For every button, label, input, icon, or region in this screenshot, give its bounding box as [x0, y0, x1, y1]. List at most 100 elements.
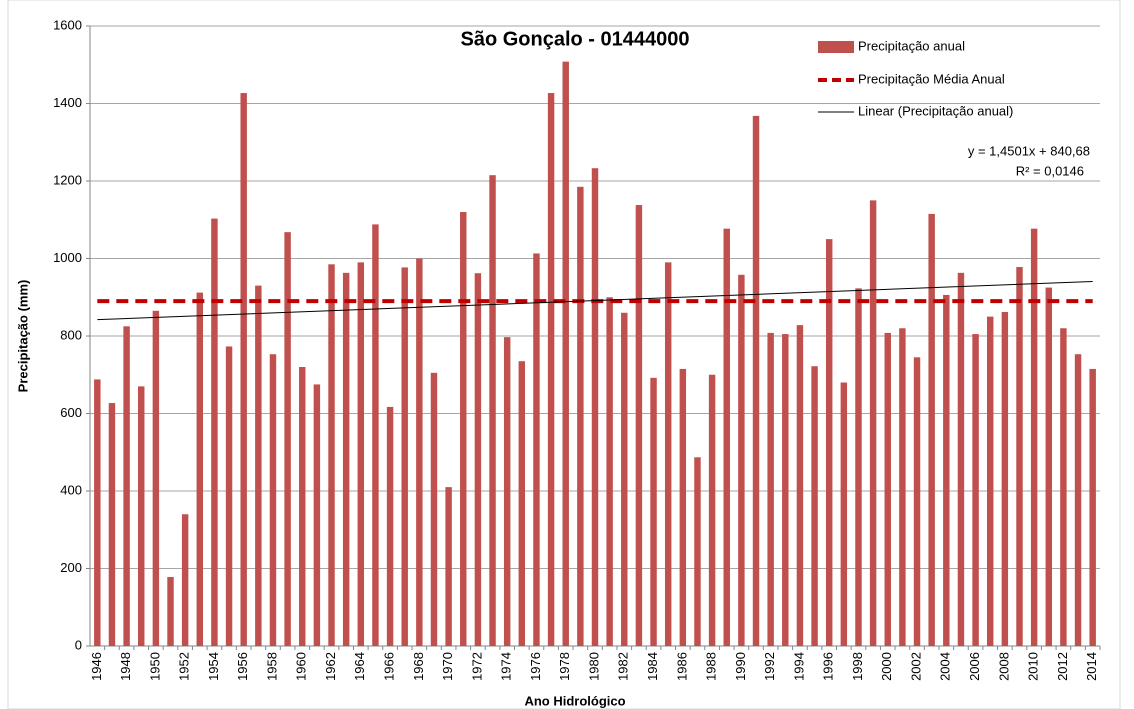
bar	[489, 175, 496, 646]
bar	[943, 294, 950, 646]
x-tick-label: 1954	[206, 652, 221, 681]
bar	[225, 346, 233, 646]
y-axis-label: Precipitação (mm)	[15, 280, 30, 393]
bar	[694, 457, 701, 646]
x-tick-label: 1972	[469, 652, 484, 681]
bar	[284, 232, 291, 646]
bar	[1016, 267, 1023, 646]
x-tick-label: 2004	[938, 652, 953, 681]
x-tick-label: 2014	[1084, 652, 1099, 681]
bar	[767, 332, 774, 646]
bar	[621, 312, 628, 646]
x-tick-label: 1948	[118, 652, 133, 681]
x-tick-label: 1962	[323, 652, 338, 681]
bar	[503, 337, 511, 646]
x-tick-label: 1952	[177, 652, 192, 681]
bar	[313, 384, 321, 646]
bar	[562, 61, 569, 646]
y-tick-label: 1600	[53, 17, 82, 32]
x-tick-label: 1992	[762, 652, 777, 681]
bar	[138, 386, 145, 646]
bar	[884, 332, 891, 646]
bar	[518, 361, 526, 646]
bar	[401, 267, 408, 646]
trend-r2: R² = 0,0146	[1016, 163, 1084, 178]
bar	[635, 205, 643, 646]
bar	[825, 239, 833, 646]
x-tick-label: 1970	[440, 652, 455, 681]
bar	[328, 264, 335, 646]
x-tick-label: 1986	[674, 652, 689, 681]
bar	[1045, 287, 1052, 646]
bar	[357, 262, 365, 646]
bar	[123, 326, 130, 646]
bar	[240, 93, 247, 647]
legend-label: Linear (Precipitação anual)	[858, 103, 1013, 118]
x-tick-label: 1996	[821, 652, 836, 681]
x-tick-label: 1950	[147, 652, 162, 681]
y-tick-label: 200	[60, 560, 82, 575]
bar	[152, 310, 160, 646]
legend-swatch	[818, 41, 854, 53]
bar	[928, 213, 935, 646]
x-tick-label: 1976	[528, 652, 543, 681]
x-axis-label: Ano Hidrológico	[524, 693, 625, 708]
y-tick-label: 1400	[53, 95, 82, 110]
bar	[957, 272, 965, 646]
y-tick-label: 400	[60, 482, 82, 497]
bar	[94, 379, 101, 646]
bar	[416, 258, 423, 646]
bar	[723, 228, 730, 646]
x-tick-label: 1958	[264, 652, 279, 681]
x-tick-label: 2002	[908, 652, 923, 681]
bar	[533, 253, 540, 646]
bar	[752, 115, 760, 646]
bar	[430, 372, 438, 646]
bar	[782, 334, 789, 646]
legend-label: Precipitação anual	[858, 38, 965, 53]
x-tick-label: 2008	[996, 652, 1011, 681]
y-tick-label: 600	[60, 405, 82, 420]
bar	[986, 316, 994, 646]
bar	[650, 377, 657, 646]
bar	[1074, 354, 1082, 646]
bar	[167, 577, 174, 646]
bar	[708, 374, 716, 646]
bar	[181, 514, 189, 646]
chart-title: São Gonçalo - 01444000	[460, 28, 689, 50]
x-tick-label: 1984	[645, 652, 660, 681]
x-tick-label: 1990	[733, 652, 748, 681]
bar	[269, 354, 277, 646]
x-tick-label: 1982	[616, 652, 631, 681]
chart-frame	[7, 0, 1121, 709]
trend-line	[97, 280, 1093, 321]
bar	[869, 200, 877, 646]
bar	[913, 357, 921, 646]
x-tick-label: 1998	[850, 652, 865, 681]
bar	[445, 487, 452, 646]
bar	[679, 368, 687, 646]
x-tick-label: 1974	[499, 652, 514, 681]
bar	[1089, 368, 1096, 646]
bar	[577, 186, 584, 646]
bar	[108, 403, 116, 646]
x-tick-label: 1980	[586, 652, 601, 681]
y-tick-label: 0	[75, 637, 82, 652]
bar	[1060, 328, 1067, 646]
bar	[211, 218, 218, 646]
x-tick-label: 2010	[1026, 652, 1041, 681]
legend-label: Precipitação Média Anual	[858, 71, 1005, 86]
x-tick-label: 1964	[352, 652, 367, 681]
bar	[972, 334, 979, 646]
bar	[1030, 228, 1038, 646]
x-tick-label: 2006	[967, 652, 982, 681]
bar	[606, 297, 613, 646]
bar	[664, 262, 672, 646]
x-tick-label: 2012	[1055, 652, 1070, 681]
bar	[547, 93, 555, 647]
bar	[196, 292, 204, 646]
bar	[855, 288, 862, 646]
x-tick-label: 1966	[382, 652, 397, 681]
bar	[460, 212, 467, 646]
